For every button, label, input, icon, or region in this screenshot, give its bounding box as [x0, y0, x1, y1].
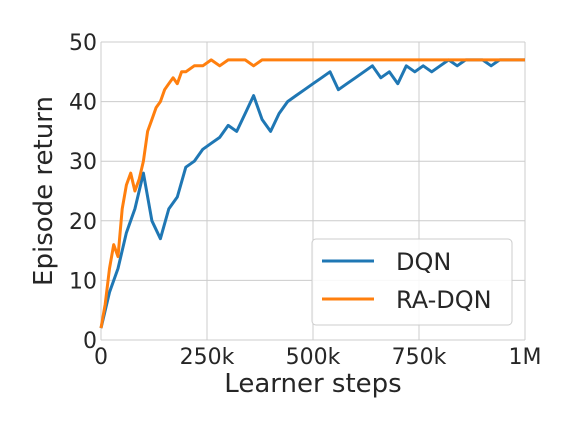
legend-label: RA-DQN: [396, 286, 492, 314]
y-tick-label: 40: [69, 91, 97, 116]
y-tick-label: 10: [69, 269, 97, 294]
legend: DQN RA-DQN: [311, 238, 513, 326]
grid: [100, 41, 526, 341]
x-tick-label: 250k: [180, 345, 235, 370]
x-axis-label: Learner steps: [224, 369, 401, 399]
x-tick-label: 0: [94, 345, 108, 370]
tick-labels: 0 250k 500k 750k 1M 0 10 20 30 40 50: [69, 31, 541, 370]
y-tick-label: 30: [69, 150, 97, 175]
series-layer: [99, 58, 525, 329]
y-tick-label: 20: [69, 210, 97, 235]
series-line-ra-dqn: [99, 58, 525, 329]
x-tick-label: 1M: [509, 345, 542, 370]
series-line-dqn: [99, 58, 525, 329]
x-tick-label: 750k: [392, 345, 447, 370]
y-axis-label: Episode return: [29, 96, 59, 286]
legend-label: DQN: [396, 248, 451, 276]
y-tick-label: 0: [83, 329, 97, 354]
x-tick-label: 500k: [286, 345, 341, 370]
y-tick-label: 50: [69, 31, 97, 56]
